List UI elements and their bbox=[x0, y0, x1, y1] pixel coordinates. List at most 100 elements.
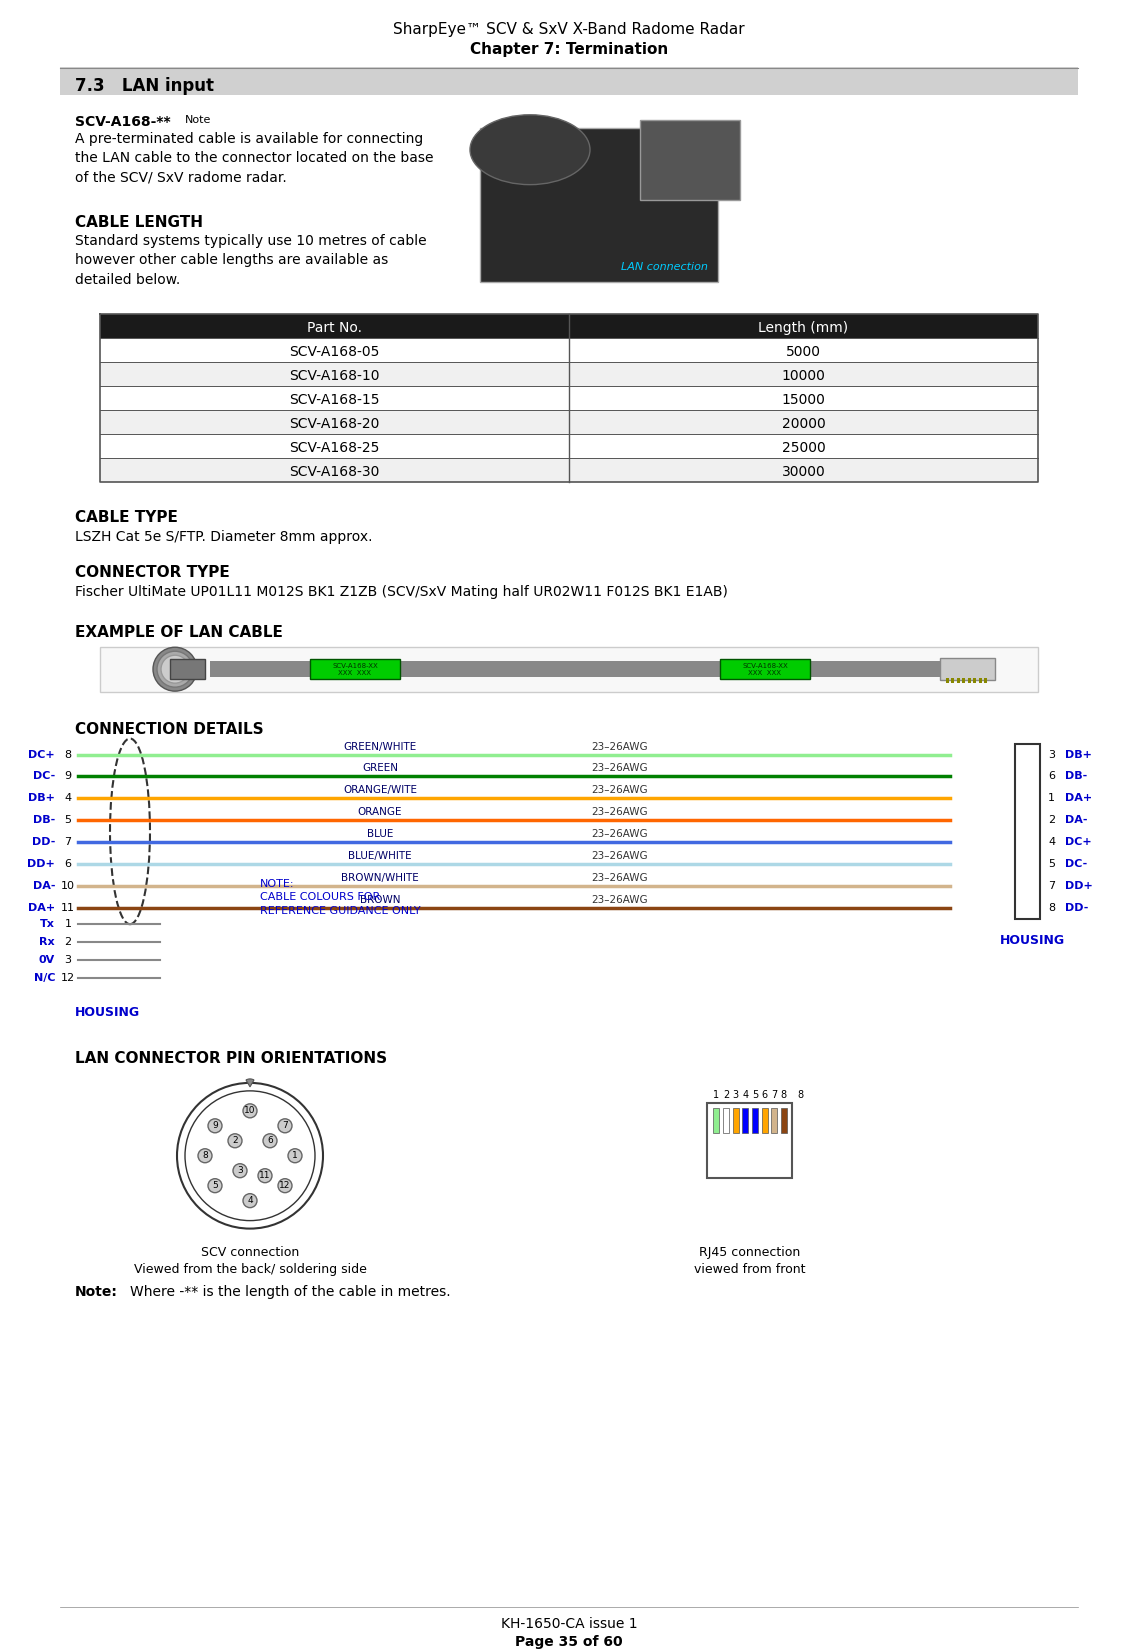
Text: 10: 10 bbox=[245, 1107, 256, 1115]
Text: 6: 6 bbox=[1048, 771, 1055, 781]
Text: DC-: DC- bbox=[33, 771, 55, 781]
FancyBboxPatch shape bbox=[951, 679, 955, 684]
Text: 5: 5 bbox=[752, 1090, 758, 1100]
Text: ORANGE: ORANGE bbox=[357, 808, 402, 818]
Text: DA+: DA+ bbox=[1065, 793, 1092, 803]
FancyBboxPatch shape bbox=[984, 679, 988, 684]
Text: SCV-A168-30: SCV-A168-30 bbox=[289, 466, 380, 479]
Circle shape bbox=[244, 1194, 257, 1208]
Text: 6: 6 bbox=[65, 859, 72, 869]
Text: Note:: Note: bbox=[75, 1285, 118, 1300]
Text: 2: 2 bbox=[232, 1137, 238, 1145]
Text: 8: 8 bbox=[203, 1151, 208, 1160]
Text: 3: 3 bbox=[1048, 750, 1055, 760]
Text: SCV-A168-XX
XXX  XXX: SCV-A168-XX XXX XXX bbox=[742, 662, 787, 676]
Text: CABLE LENGTH: CABLE LENGTH bbox=[75, 215, 203, 230]
Text: 25000: 25000 bbox=[782, 441, 825, 454]
Text: KH-1650-CA issue 1: KH-1650-CA issue 1 bbox=[501, 1617, 637, 1631]
Circle shape bbox=[244, 1104, 257, 1118]
Text: 8: 8 bbox=[798, 1090, 803, 1100]
Circle shape bbox=[258, 1168, 272, 1183]
Circle shape bbox=[152, 648, 197, 691]
FancyBboxPatch shape bbox=[742, 1108, 749, 1133]
Text: GREEN: GREEN bbox=[362, 763, 398, 773]
Text: 23–26AWG: 23–26AWG bbox=[592, 785, 649, 796]
Text: 9: 9 bbox=[65, 771, 72, 781]
Text: 3: 3 bbox=[65, 955, 72, 965]
Text: CONNECTION DETAILS: CONNECTION DETAILS bbox=[75, 722, 264, 737]
Text: 3: 3 bbox=[733, 1090, 739, 1100]
Text: 7.3   LAN input: 7.3 LAN input bbox=[75, 78, 214, 94]
Text: DB+: DB+ bbox=[1065, 750, 1091, 760]
Text: 5: 5 bbox=[212, 1181, 217, 1189]
Text: BROWN/WHITE: BROWN/WHITE bbox=[341, 874, 419, 884]
FancyBboxPatch shape bbox=[940, 657, 995, 681]
Text: DD-: DD- bbox=[32, 838, 55, 847]
FancyBboxPatch shape bbox=[772, 1108, 777, 1133]
Circle shape bbox=[178, 1082, 323, 1229]
Text: SCV-A168-25: SCV-A168-25 bbox=[289, 441, 380, 454]
Text: Length (mm): Length (mm) bbox=[758, 322, 849, 335]
FancyBboxPatch shape bbox=[733, 1108, 739, 1133]
Text: 4: 4 bbox=[65, 793, 72, 803]
Text: 20000: 20000 bbox=[782, 418, 825, 431]
Circle shape bbox=[208, 1178, 222, 1193]
FancyBboxPatch shape bbox=[968, 679, 971, 684]
FancyBboxPatch shape bbox=[714, 1108, 719, 1133]
Text: 7: 7 bbox=[772, 1090, 777, 1100]
Text: DC+: DC+ bbox=[28, 750, 55, 760]
Text: Tx: Tx bbox=[40, 919, 55, 928]
Text: RJ45 connection
viewed from front: RJ45 connection viewed from front bbox=[694, 1246, 806, 1275]
Text: 23–26AWG: 23–26AWG bbox=[592, 829, 649, 839]
Text: LAN CONNECTOR PIN ORIENTATIONS: LAN CONNECTOR PIN ORIENTATIONS bbox=[75, 1051, 387, 1066]
Text: Part No.: Part No. bbox=[307, 322, 362, 335]
Text: Where -** is the length of the cable in metres.: Where -** is the length of the cable in … bbox=[130, 1285, 451, 1300]
Text: 23–26AWG: 23–26AWG bbox=[592, 763, 649, 773]
Circle shape bbox=[185, 1090, 315, 1221]
FancyBboxPatch shape bbox=[723, 1108, 729, 1133]
Text: Chapter 7: Termination: Chapter 7: Termination bbox=[470, 41, 668, 56]
Text: 12: 12 bbox=[61, 973, 75, 983]
Text: 1: 1 bbox=[714, 1090, 719, 1100]
Text: DC+: DC+ bbox=[1065, 838, 1091, 847]
FancyBboxPatch shape bbox=[957, 679, 960, 684]
FancyBboxPatch shape bbox=[761, 1108, 768, 1133]
Text: 30000: 30000 bbox=[782, 466, 825, 479]
Text: 4: 4 bbox=[1048, 838, 1055, 847]
Text: A pre-terminated cable is available for connecting
the LAN cable to the connecto: A pre-terminated cable is available for … bbox=[75, 132, 434, 185]
FancyBboxPatch shape bbox=[310, 659, 399, 679]
Text: 8: 8 bbox=[1048, 904, 1055, 914]
Text: SCV-A168-**: SCV-A168-** bbox=[75, 114, 171, 129]
Circle shape bbox=[157, 651, 193, 687]
Text: Page 35 of 60: Page 35 of 60 bbox=[516, 1635, 622, 1649]
Text: Fischer UltiMate UP01L11 M012S BK1 Z1ZB (SCV/SxV Mating half UR02W11 F012S BK1 E: Fischer UltiMate UP01L11 M012S BK1 Z1ZB … bbox=[75, 585, 728, 600]
Text: SCV-A168-15: SCV-A168-15 bbox=[289, 393, 380, 408]
Text: NOTE:
CABLE COLOURS FOR
REFERENCE GUIDANCE ONLY: NOTE: CABLE COLOURS FOR REFERENCE GUIDAN… bbox=[259, 879, 421, 915]
Text: 3: 3 bbox=[237, 1166, 242, 1175]
Circle shape bbox=[198, 1148, 212, 1163]
Text: 15000: 15000 bbox=[782, 393, 825, 408]
Text: 6: 6 bbox=[761, 1090, 768, 1100]
Text: DA+: DA+ bbox=[27, 904, 55, 914]
FancyBboxPatch shape bbox=[211, 661, 940, 677]
Text: 5: 5 bbox=[65, 816, 72, 826]
Text: 5000: 5000 bbox=[786, 345, 820, 360]
Wedge shape bbox=[246, 1079, 254, 1087]
Circle shape bbox=[228, 1133, 242, 1148]
Text: 23–26AWG: 23–26AWG bbox=[592, 895, 649, 905]
Text: EXAMPLE OF LAN CABLE: EXAMPLE OF LAN CABLE bbox=[75, 624, 283, 639]
Text: SCV-A168-05: SCV-A168-05 bbox=[289, 345, 380, 360]
Circle shape bbox=[288, 1148, 302, 1163]
Circle shape bbox=[278, 1118, 292, 1133]
Text: 2: 2 bbox=[723, 1090, 729, 1100]
FancyBboxPatch shape bbox=[963, 679, 965, 684]
Text: 4: 4 bbox=[742, 1090, 749, 1100]
Text: 1: 1 bbox=[65, 919, 72, 928]
FancyBboxPatch shape bbox=[170, 659, 205, 679]
Text: 6: 6 bbox=[267, 1137, 273, 1145]
FancyBboxPatch shape bbox=[973, 679, 976, 684]
FancyBboxPatch shape bbox=[720, 659, 810, 679]
Text: ORANGE/WITE: ORANGE/WITE bbox=[343, 785, 417, 796]
Text: DA-: DA- bbox=[1065, 816, 1088, 826]
Text: N/C: N/C bbox=[33, 973, 55, 983]
